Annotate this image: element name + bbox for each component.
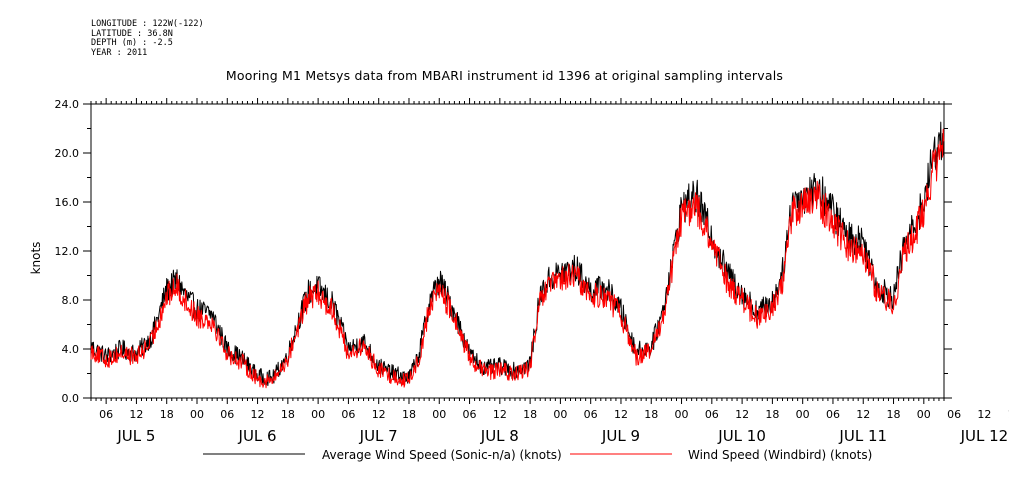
legend-label-windbird: Wind Speed (Windbird) (knots) (688, 448, 872, 462)
x-hour-label: 06 (341, 408, 355, 421)
longitude-text: LONGITUDE : 122W(-122) (91, 19, 204, 29)
x-day-label: JUL 5 (116, 427, 155, 445)
y-tick-label: 12.0 (55, 245, 80, 258)
latitude-text: LATITUDE : 36.8N (91, 28, 173, 39)
x-day-label: JUL 12 (960, 427, 1009, 445)
x-hour-label: 12 (735, 408, 749, 421)
x-hour-label: 12 (251, 408, 265, 421)
x-hour-label: 06 (99, 408, 113, 421)
plot-border (90, 103, 945, 399)
x-hour-label: 12 (129, 408, 143, 421)
x-axis: 06 12 18 00 06 12 18 00 06 12 18 00 06 12 18 00 06 12 18 00… (90, 98, 1009, 445)
x-hour-label: 00 (553, 408, 567, 421)
x-hour-label: 18 (281, 408, 295, 421)
x-hour-label: 18 (402, 408, 416, 421)
y-tick-label: 0.0 (62, 392, 80, 405)
x-hour-label: 00 (190, 408, 204, 421)
y-tick-label: 16.0 (55, 196, 80, 209)
y-tick-label: 20.0 (55, 147, 80, 160)
x-hour-label: 06 (947, 408, 961, 421)
x-hour-label: 18 (1008, 408, 1009, 421)
x-hour-label: 12 (493, 408, 507, 421)
x-hour-label: 18 (887, 408, 901, 421)
x-hour-label: 12 (977, 408, 991, 421)
x-hour-label: 12 (372, 408, 386, 421)
plot-frame (90, 103, 945, 399)
x-hour-label: 06 (463, 408, 477, 421)
legend-label-sonic: Average Wind Speed (Sonic-n/a) (knots) (322, 448, 562, 462)
x-hour-label: 06 (826, 408, 840, 421)
x-hour-label: 18 (523, 408, 537, 421)
x-hour-label: 18 (644, 408, 658, 421)
x-day-label: JUL 6 (238, 427, 277, 445)
x-day-label: JUL 11 (838, 427, 887, 445)
x-day-label: JUL 7 (359, 427, 398, 445)
series-line-windbird (90, 128, 945, 389)
chart-title: Mooring M1 Metsys data from MBARI instru… (225, 68, 784, 83)
depth-text: DEPTH (m) : -2.5 (91, 38, 173, 48)
x-hour-label: 00 (796, 408, 810, 421)
y-tick-label: 8.0 (62, 294, 80, 307)
y-tick-label: 24.0 (55, 98, 80, 111)
y-axis: 0.0 4.0 8.0 12.0 16.0 20.0 24.0 (55, 98, 952, 405)
x-hour-label: 00 (432, 408, 446, 421)
x-hour-label: 00 (917, 408, 931, 421)
y-tick-label: 4.0 (62, 343, 80, 356)
x-hour-label: 00 (675, 408, 689, 421)
legend: Average Wind Speed (Sonic-n/a) (knots) W… (203, 448, 872, 462)
x-hour-label: 06 (705, 408, 719, 421)
x-day-label: JUL 9 (601, 427, 640, 445)
x-hour-label: 06 (220, 408, 234, 421)
x-day-label: JUL 10 (717, 427, 766, 445)
x-hour-label: 18 (160, 408, 174, 421)
x-day-label: JUL 8 (480, 427, 519, 445)
x-hour-label: 00 (311, 408, 325, 421)
x-hour-label: 12 (614, 408, 628, 421)
y-axis-label: knots (29, 242, 43, 275)
series-layer (90, 121, 945, 389)
metadata-block: LONGITUDE : 122W(-122) LATITUDE : 36.8N … (91, 19, 204, 58)
year-text: YEAR : 2011 (91, 47, 148, 58)
x-hour-label: 06 (584, 408, 598, 421)
x-hour-label: 12 (856, 408, 870, 421)
series-line-sonic (90, 121, 945, 387)
x-hour-label: 18 (765, 408, 779, 421)
